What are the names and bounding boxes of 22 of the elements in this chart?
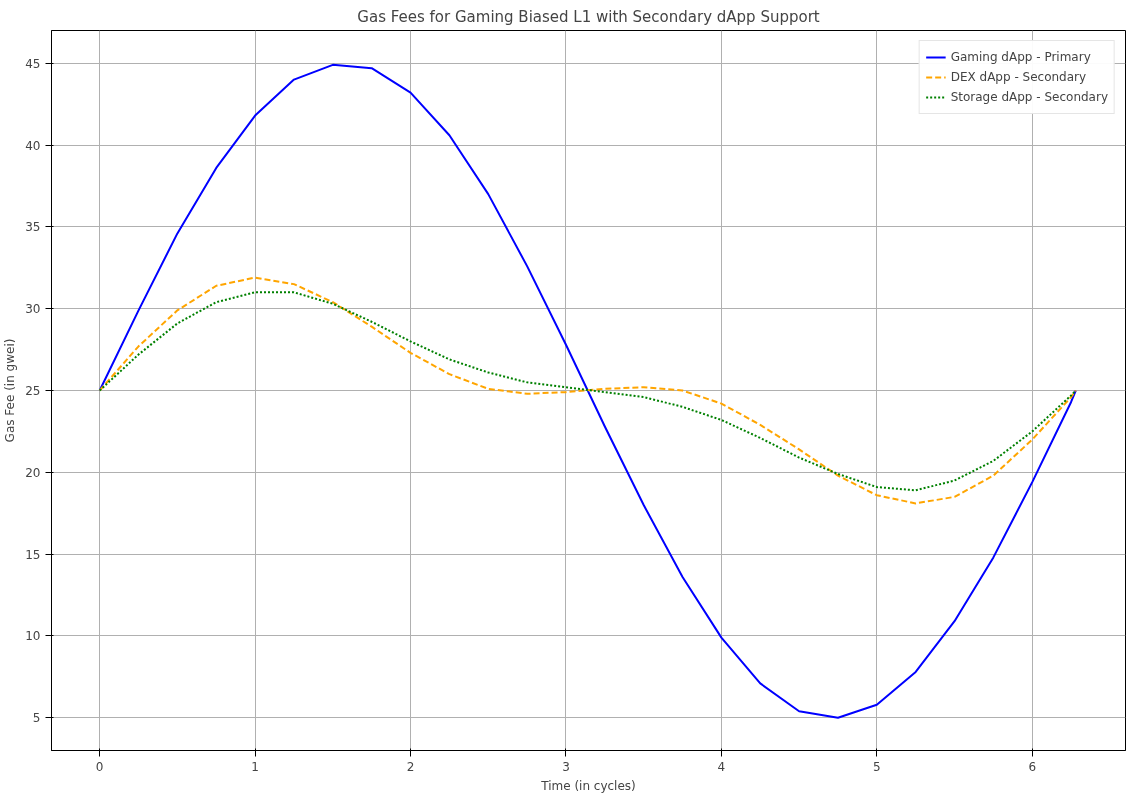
y-tick-label: 45 (25, 56, 41, 71)
x-tick-label: 6 (1028, 759, 1037, 774)
y-tick-label: 5 (32, 711, 41, 726)
y-tick-label: 35 (25, 220, 41, 235)
x-tick-label: 0 (95, 759, 104, 774)
x-tick-label: 1 (251, 759, 259, 774)
y-tick-label: 20 (25, 465, 41, 480)
x-tick-label: 5 (873, 759, 881, 774)
y-tick-label: 40 (25, 138, 41, 153)
y-tick-label: 25 (25, 384, 41, 398)
y-axis-title: Gas Fee (in gwei) (3, 338, 18, 443)
y-tick-label: 15 (25, 547, 41, 562)
legend-label: Storage dApp - Secondary (950, 90, 1108, 104)
x-tick-label: 3 (562, 759, 570, 774)
x-tick-label: 2 (406, 759, 415, 774)
x-tick-label: 4 (717, 759, 726, 774)
y-tick-label: 30 (25, 302, 41, 317)
y-tick-label: 10 (25, 629, 41, 644)
chart-title: Gas Fees for Gaming Biased L1 with Secondary dApp Support (357, 7, 820, 26)
legend-label: Gaming dApp - Primary (950, 50, 1091, 64)
x-axis-title: Time (in cycles) (540, 778, 636, 793)
legend-label: DEX dApp - Secondary (950, 70, 1087, 84)
